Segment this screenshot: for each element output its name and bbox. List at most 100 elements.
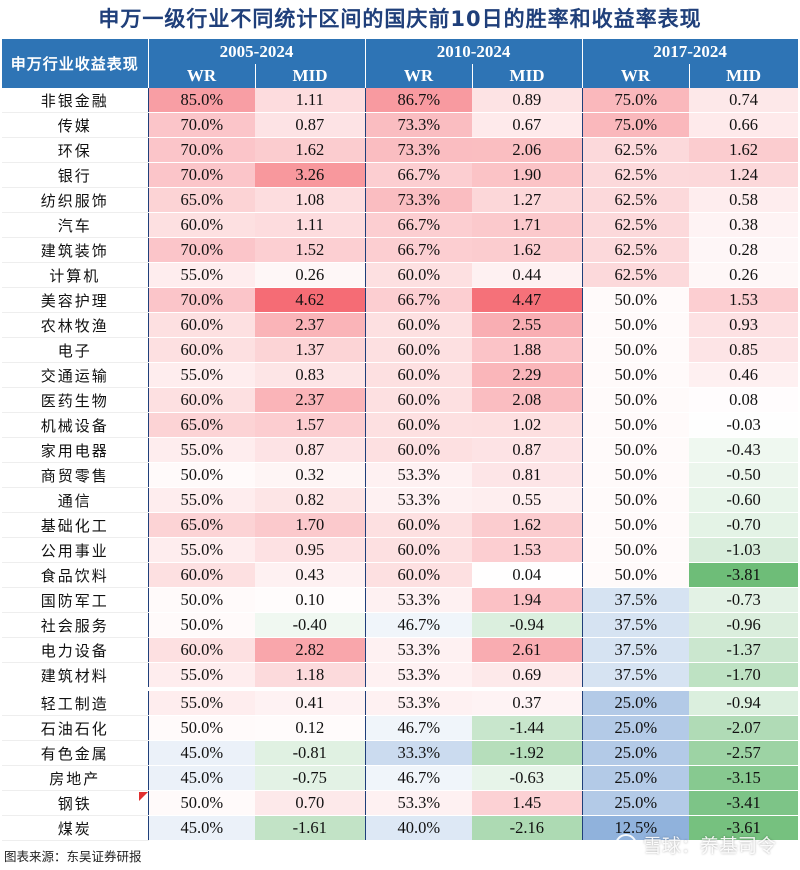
mid-cell: 0.87 bbox=[255, 437, 366, 463]
wr-cell: 65.0% bbox=[147, 187, 255, 213]
wr-cell: 60.0% bbox=[364, 537, 473, 563]
mid-cell: 1.27 bbox=[472, 187, 583, 213]
table-row: 环保 70.0% 1.62 73.3% 2.06 62.5% 1.62 bbox=[2, 137, 799, 163]
mid-cell: 2.61 bbox=[472, 637, 583, 663]
table-row: 食品饮料 60.0% 0.43 60.0% 0.04 50.0% -3.81 bbox=[2, 562, 799, 588]
wr-cell: 45.0% bbox=[147, 740, 255, 766]
mid-cell: -0.60 bbox=[689, 487, 799, 513]
wr-cell: 50.0% bbox=[581, 412, 690, 438]
mid-cell: 0.46 bbox=[689, 362, 799, 388]
industry-name: 石油石化 bbox=[2, 715, 148, 741]
wr-cell: 73.3% bbox=[364, 112, 473, 138]
industry-name: 家用电器 bbox=[2, 437, 148, 463]
wr-cell: 70.0% bbox=[147, 137, 255, 163]
wr-cell: 40.0% bbox=[364, 815, 473, 841]
table-row: 煤炭 45.0% -1.61 40.0% -2.16 12.5% -3.61 bbox=[2, 815, 799, 841]
mid-cell: -3.15 bbox=[689, 765, 799, 791]
table-row: 家用电器 55.0% 0.87 60.0% 0.87 50.0% -0.43 bbox=[2, 437, 799, 463]
wr-cell: 50.0% bbox=[581, 487, 690, 513]
snowball-logo-icon bbox=[614, 833, 637, 856]
corner-header: 申万行业收益表现 bbox=[2, 39, 149, 88]
mid-cell: 1.11 bbox=[255, 88, 366, 113]
mid-cell: -0.43 bbox=[689, 437, 799, 463]
mid-cell: 0.95 bbox=[255, 537, 366, 563]
mid-cell: -2.16 bbox=[472, 815, 583, 841]
wr-cell: 62.5% bbox=[581, 262, 690, 288]
mid-cell: 1.71 bbox=[472, 212, 583, 238]
wr-cell: 62.5% bbox=[581, 137, 690, 163]
mid-cell: 0.44 bbox=[472, 262, 583, 288]
wr-cell: 50.0% bbox=[147, 790, 255, 816]
mid-cell: 0.82 bbox=[255, 487, 366, 513]
mid-cell: 0.69 bbox=[472, 662, 583, 690]
wr-cell: 73.3% bbox=[364, 187, 473, 213]
wr-cell: 50.0% bbox=[581, 437, 690, 463]
wr-cell: 60.0% bbox=[364, 387, 473, 413]
wr-cell: 37.5% bbox=[581, 587, 690, 613]
wr-cell: 70.0% bbox=[147, 237, 255, 263]
mid-cell: 1.24 bbox=[689, 162, 799, 188]
mid-cell: -1.61 bbox=[255, 815, 366, 841]
wr-header: WR bbox=[581, 64, 690, 88]
mid-cell: 0.67 bbox=[472, 112, 583, 138]
wr-cell: 62.5% bbox=[581, 237, 690, 263]
wr-cell: 60.0% bbox=[364, 512, 473, 538]
wr-cell: 85.0% bbox=[147, 88, 255, 113]
table-row: 农林牧渔 60.0% 2.37 60.0% 2.55 50.0% 0.93 bbox=[2, 312, 799, 338]
mid-cell: 2.37 bbox=[255, 387, 366, 413]
mid-cell: -0.73 bbox=[689, 587, 799, 613]
industry-name: 医药生物 bbox=[2, 387, 148, 413]
wr-cell: 46.7% bbox=[364, 612, 473, 638]
mid-cell: 1.90 bbox=[472, 162, 583, 188]
table-row: 非银金融 85.0% 1.11 86.7% 0.89 75.0% 0.74 bbox=[2, 88, 799, 113]
industry-name: 国防军工 bbox=[2, 587, 148, 613]
wr-cell: 65.0% bbox=[147, 412, 255, 438]
table-row: 建筑材料 55.0% 1.18 53.3% 0.69 37.5% -1.70 bbox=[2, 662, 799, 690]
mid-cell: 0.85 bbox=[689, 337, 799, 363]
mid-cell: 0.28 bbox=[689, 237, 799, 263]
industry-name: 食品饮料 bbox=[2, 562, 148, 588]
mid-cell: 0.26 bbox=[255, 262, 366, 288]
industry-name: 基础化工 bbox=[2, 512, 148, 538]
mid-cell: -0.96 bbox=[689, 612, 799, 638]
wr-cell: 60.0% bbox=[147, 212, 255, 238]
mid-cell: 0.81 bbox=[472, 462, 583, 488]
industry-performance-table: 申万行业收益表现 2005-2024 2010-2024 2017-2024 W… bbox=[2, 39, 799, 841]
wr-cell: 50.0% bbox=[581, 562, 690, 588]
wr-cell: 60.0% bbox=[364, 412, 473, 438]
wr-cell: 60.0% bbox=[147, 312, 255, 338]
wr-cell: 50.0% bbox=[147, 612, 255, 638]
mid-cell: 0.08 bbox=[689, 387, 799, 413]
mid-cell: 0.32 bbox=[255, 462, 366, 488]
mid-cell: 2.55 bbox=[472, 312, 583, 338]
wr-cell: 53.3% bbox=[364, 462, 473, 488]
wr-cell: 60.0% bbox=[147, 387, 255, 413]
wr-cell: 55.0% bbox=[147, 662, 255, 690]
mid-cell: 0.26 bbox=[689, 262, 799, 288]
industry-name: 农林牧渔 bbox=[2, 312, 148, 338]
industry-name: 电子 bbox=[2, 337, 148, 363]
table-row: 汽车 60.0% 1.11 66.7% 1.71 62.5% 0.38 bbox=[2, 212, 799, 238]
mid-cell: -1.70 bbox=[689, 662, 799, 690]
wr-cell: 46.7% bbox=[364, 715, 473, 741]
wr-cell: 33.3% bbox=[364, 740, 473, 766]
wr-cell: 25.0% bbox=[581, 715, 690, 741]
industry-name: 美容护理 bbox=[2, 287, 148, 313]
industry-name: 通信 bbox=[2, 487, 148, 513]
wr-cell: 60.0% bbox=[147, 637, 255, 663]
mid-cell: -1.92 bbox=[472, 740, 583, 766]
mid-cell: 0.37 bbox=[472, 687, 583, 716]
table-row: 基础化工 65.0% 1.70 60.0% 1.62 50.0% -0.70 bbox=[2, 512, 799, 538]
mid-header: MID bbox=[472, 64, 583, 88]
wr-cell: 53.3% bbox=[364, 687, 473, 716]
wr-cell: 60.0% bbox=[364, 337, 473, 363]
wr-cell: 53.3% bbox=[364, 662, 473, 690]
period-header-2: 2010-2024 bbox=[364, 39, 583, 64]
table-row: 银行 70.0% 3.26 66.7% 1.90 62.5% 1.24 bbox=[2, 162, 799, 188]
wr-cell: 86.7% bbox=[364, 88, 473, 113]
wr-cell: 25.0% bbox=[581, 790, 690, 816]
table-row: 轻工制造 55.0% 0.41 53.3% 0.37 25.0% -0.94 bbox=[2, 687, 799, 716]
mid-header: MID bbox=[255, 64, 366, 88]
industry-name: 交通运输 bbox=[2, 362, 148, 388]
table-row: 房地产 45.0% -0.75 46.7% -0.63 25.0% -3.15 bbox=[2, 765, 799, 791]
